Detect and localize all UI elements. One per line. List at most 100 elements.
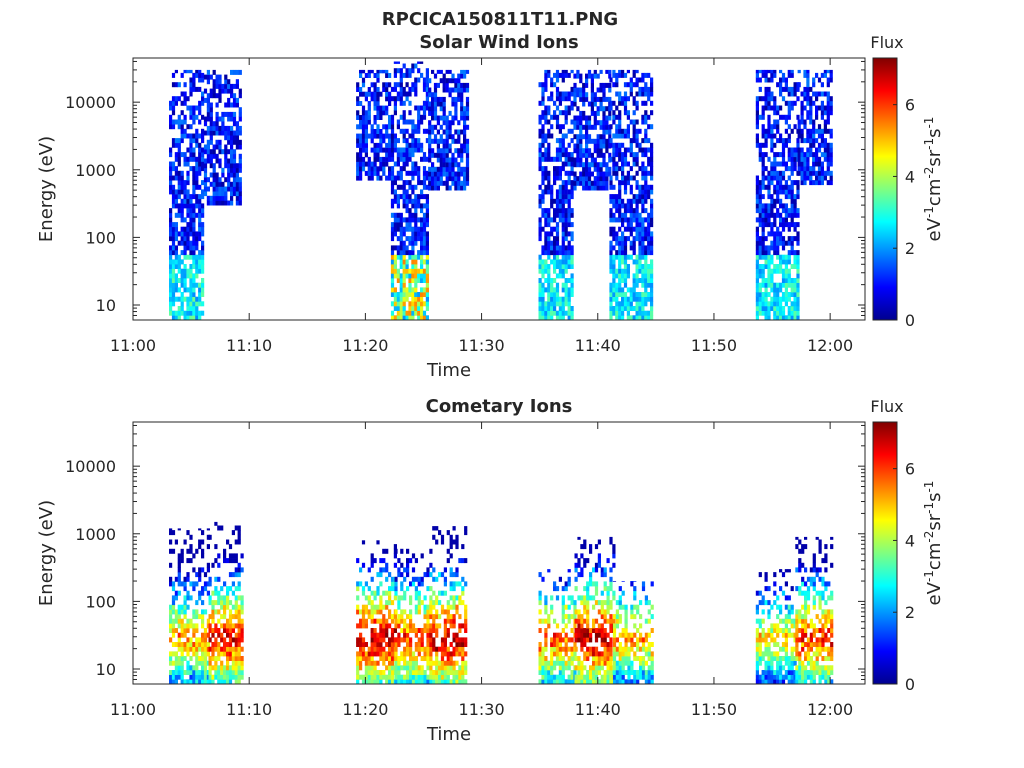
flux-cell (435, 595, 439, 601)
flux-cell (596, 162, 600, 168)
flux-cell (644, 184, 648, 190)
flux-cell (177, 609, 181, 615)
flux-cell (773, 152, 777, 158)
flux-cell (214, 670, 218, 675)
flux-cell (240, 600, 244, 606)
flux-cell (773, 217, 777, 223)
flux-cell (420, 642, 424, 647)
flux-cell (587, 162, 592, 168)
flux-cell (558, 189, 562, 195)
flux-cell (435, 656, 439, 661)
flux-cell (641, 217, 645, 223)
flux-cell (183, 595, 187, 601)
flux-cell (458, 646, 462, 652)
flux-cell (618, 310, 622, 316)
flux-cell (174, 259, 178, 265)
flux-cell (812, 156, 816, 162)
flux-cell (779, 189, 783, 195)
flux-cell (538, 166, 542, 172)
flux-cell (446, 548, 450, 554)
flux-cell (465, 69, 470, 74)
flux-cell (626, 175, 630, 181)
flux-cell (186, 236, 190, 242)
flux-cell (538, 609, 542, 615)
flux-cell (169, 264, 173, 269)
flux-cell (232, 167, 237, 173)
flux-cell (356, 170, 360, 176)
flux-cell (538, 184, 542, 190)
flux-cell (417, 273, 421, 279)
flux-cell (547, 222, 551, 228)
flux-cell (382, 618, 386, 624)
flux-cell (647, 96, 651, 102)
flux-cell (198, 268, 202, 274)
flux-cell (402, 161, 406, 167)
flux-cell (635, 161, 639, 167)
flux-cell (367, 87, 371, 92)
flux-cell (773, 240, 777, 246)
flux-cell (186, 273, 190, 279)
flux-cell (240, 553, 244, 559)
flux-cell (761, 310, 765, 316)
flux-cell (596, 148, 600, 154)
flux-cell (429, 679, 433, 685)
flux-cell (232, 172, 237, 178)
flux-cell (228, 586, 233, 592)
flux-cell (558, 306, 562, 311)
flux-cell (356, 101, 360, 106)
flux-cell (779, 86, 783, 92)
flux-cell (215, 191, 219, 197)
flux-cell (403, 632, 407, 638)
flux-cell (547, 679, 551, 685)
flux-cell (230, 158, 234, 164)
flux-cell (223, 623, 227, 629)
flux-cell (411, 310, 415, 316)
flux-cell (422, 278, 427, 283)
flux-cell (576, 106, 580, 112)
flux-cell (784, 282, 788, 288)
flux-cell (544, 656, 548, 661)
flux-cell (228, 670, 233, 675)
flux-cell (550, 217, 554, 223)
flux-cell (761, 264, 765, 269)
flux-cell (414, 82, 418, 88)
flux-cell (189, 198, 193, 204)
flux-cell (414, 282, 418, 288)
flux-cell (564, 287, 568, 293)
flux-cell (823, 128, 827, 134)
flux-cell (790, 161, 794, 167)
flux-cell (452, 665, 456, 671)
flux-cell (615, 152, 619, 158)
flux-cell (555, 656, 560, 661)
flux-cell (650, 156, 654, 162)
flux-cell (817, 156, 822, 162)
flux-cell (550, 651, 554, 657)
flux-cell (803, 105, 807, 111)
flux-cell (826, 152, 830, 158)
flux-cell (405, 96, 409, 102)
flux-cell (650, 296, 654, 302)
flux-cell (767, 231, 771, 237)
flux-cell (223, 604, 227, 610)
flux-cell (550, 198, 554, 204)
flux-cell (796, 142, 800, 148)
flux-cell (781, 96, 786, 102)
flux-cell (394, 609, 398, 615)
flux-cell (820, 105, 824, 111)
flux-cell (464, 581, 468, 587)
flux-cell (448, 162, 452, 168)
flux-cell (388, 124, 392, 130)
flux-cell (781, 147, 786, 153)
flux-cell (460, 129, 464, 135)
flux-cell (612, 119, 616, 125)
flux-cell (420, 646, 424, 652)
flux-cell (793, 222, 797, 228)
flux-cell (235, 125, 239, 131)
flux-cell (793, 278, 797, 283)
flux-cell (787, 156, 791, 162)
flux-cell (420, 226, 424, 232)
flux-cell (238, 200, 242, 206)
flux-cell (623, 133, 628, 139)
flux-cell (561, 110, 565, 116)
flux-cell (361, 562, 366, 568)
